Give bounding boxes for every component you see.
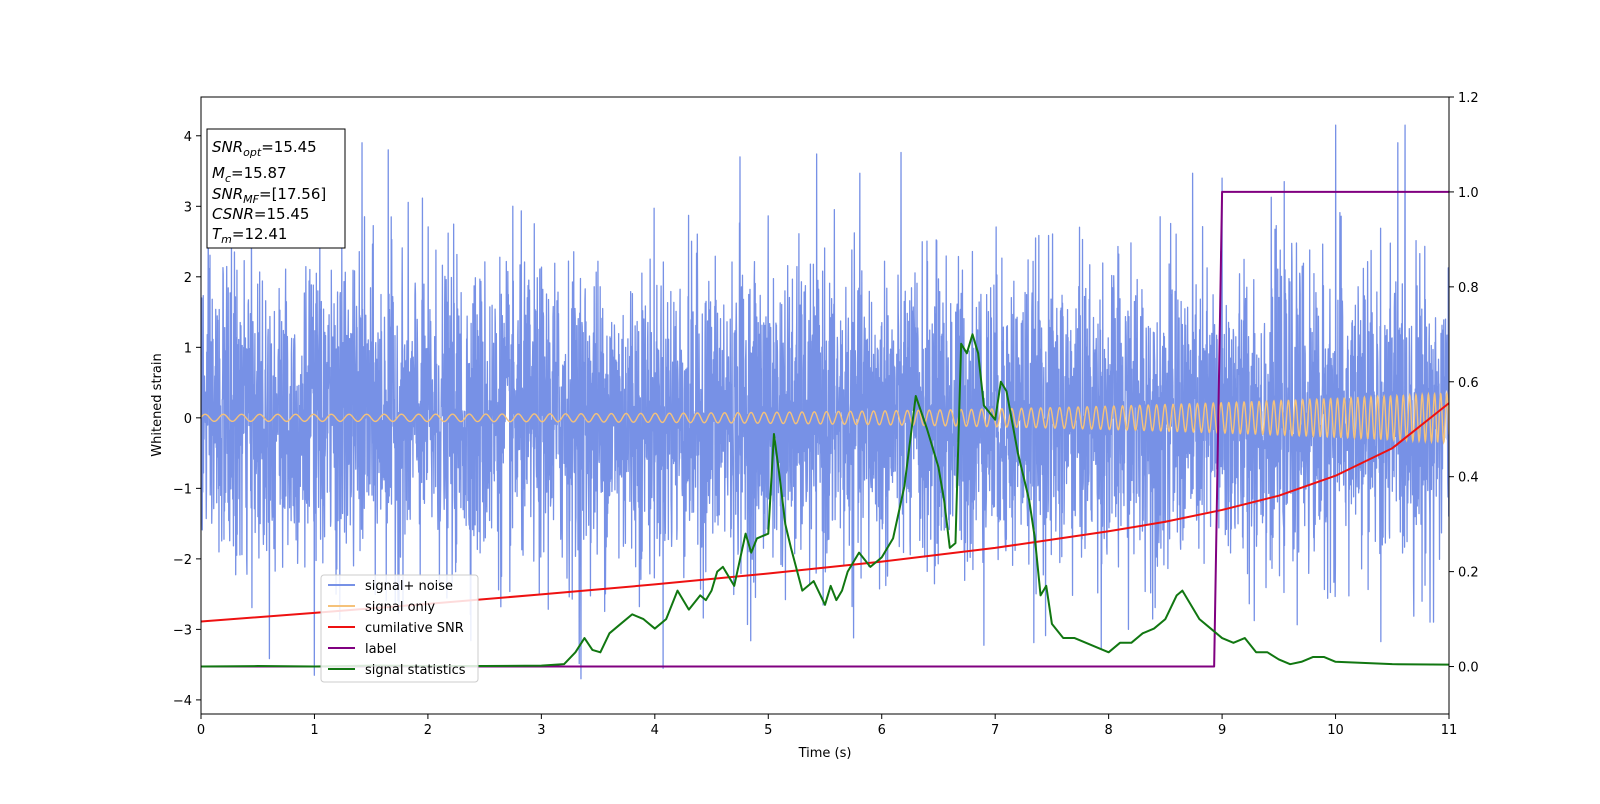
x-tick-label: 4 (651, 723, 659, 738)
annotation-line: CSNR=15.45 (212, 205, 309, 223)
x-tick-label: 7 (991, 723, 999, 738)
legend-label: signal statistics (365, 663, 466, 678)
x-tick-label: 5 (764, 723, 772, 738)
y-axis-left: −4 −3 −2 −1 0 1 2 3 4 (173, 130, 201, 709)
y-left-tick-label: 0 (184, 412, 192, 427)
y-left-tick-label: 4 (184, 130, 192, 145)
series-signal-noise-line (201, 124, 1449, 680)
legend-label: cumilative SNR (365, 621, 464, 636)
legend-label: label (365, 642, 396, 657)
series-signal-statistics-line (201, 333, 1449, 668)
legend-label: signal+ noise (365, 579, 453, 594)
y-right-tick-label: 0.4 (1458, 471, 1479, 486)
x-tick-label: 11 (1441, 723, 1458, 738)
annotation-line: Tm=12.41 (212, 225, 287, 246)
series-label-line (201, 190, 1449, 668)
axes-frame (200, 96, 1450, 715)
y-right-tick-label: 1.2 (1458, 91, 1479, 106)
x-tick-label: 1 (310, 723, 318, 738)
annotation-frame (206, 128, 346, 249)
legend: signal+ noise signal only cumilative SNR la… (320, 574, 479, 683)
y-left-tick-label: 1 (184, 341, 192, 356)
annotation-line: SNRMF=[17.56] (212, 185, 326, 206)
y-left-tick-label: −3 (173, 623, 192, 638)
annotation-line: SNRopt=15.45 (212, 138, 317, 159)
x-tick-label: 8 (1104, 723, 1112, 738)
y-right-tick-label: 0.2 (1458, 566, 1479, 581)
y-axis-right: 0.0 0.2 0.4 0.6 0.8 1.0 1.2 (1449, 91, 1479, 676)
y-left-tick-label: 2 (184, 271, 192, 286)
y-right-tick-label: 0.8 (1458, 281, 1479, 296)
y-right-tick-label: 1.0 (1458, 186, 1479, 201)
y-left-tick-label: −2 (173, 553, 192, 568)
y-left-tick-label: −4 (173, 694, 192, 709)
stats-annotation-box: SNRopt=15.45 Mc=15.87SNRMF=[17.56]CSNR=15… (206, 128, 346, 249)
legend-frame (320, 574, 479, 683)
x-tick-label: 6 (878, 723, 886, 738)
x-tick-label: 9 (1218, 723, 1226, 738)
x-tick-label: 2 (424, 723, 432, 738)
x-axis: 0 1 2 3 4 5 6 7 8 9 10 11 (197, 714, 1457, 738)
y-axis-label: Whitened strain (150, 353, 165, 456)
annotation-line: Mc=15.87 (212, 164, 287, 185)
x-tick-label: 3 (537, 723, 545, 738)
y-left-tick-label: 3 (184, 200, 192, 215)
y-left-tick-label: −1 (173, 482, 192, 497)
y-right-tick-label: 0.0 (1458, 661, 1479, 676)
series-signal-only-line (201, 390, 1449, 445)
x-tick-label: 0 (197, 723, 205, 738)
y-right-tick-label: 0.6 (1458, 376, 1479, 391)
legend-label: signal only (365, 600, 435, 615)
x-axis-label: Time (s) (798, 746, 852, 761)
x-tick-label: 10 (1327, 723, 1344, 738)
